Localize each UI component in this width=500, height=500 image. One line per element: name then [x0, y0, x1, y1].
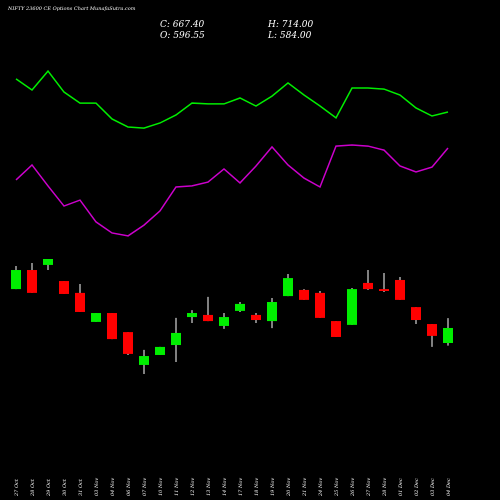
header-low: L: 584.00	[267, 31, 312, 41]
x-tick-label: 04 Dec	[446, 478, 452, 496]
x-tick-label: 06 Nov	[126, 478, 132, 496]
candle-body	[11, 270, 21, 290]
candle-body	[363, 282, 373, 290]
candle-body	[411, 307, 421, 321]
x-tick-label: 27 Nov	[366, 478, 372, 497]
candle-body	[203, 314, 213, 322]
candle-body	[107, 313, 117, 340]
candle-body	[427, 324, 437, 336]
indicator-line	[15, 69, 449, 129]
x-tick-label: 19 Nov	[270, 478, 276, 496]
candle-body	[187, 313, 197, 318]
x-tick-label: 11 Nov	[174, 478, 180, 496]
candle-body	[251, 314, 261, 321]
x-tick-label: 14 Nov	[222, 478, 228, 496]
candle-body	[443, 327, 453, 343]
x-tick-label: 03 Dec	[430, 478, 436, 496]
candle-body	[315, 292, 325, 318]
candle-body	[27, 270, 37, 293]
x-tick-label: 31 Oct	[78, 478, 84, 496]
candle-body	[171, 332, 181, 346]
candle-body	[283, 278, 293, 297]
x-tick-label: 29 Oct	[46, 478, 52, 497]
candle-body	[139, 356, 149, 365]
x-tick-label: 28 Nov	[382, 478, 388, 497]
x-tick-label: 10 Nov	[158, 478, 164, 496]
indicator-line	[15, 144, 449, 237]
candle-body	[219, 317, 229, 326]
x-tick-label: 01 Dec	[398, 478, 404, 496]
x-tick-label: 20 Nov	[286, 478, 292, 497]
candle-body	[75, 292, 85, 312]
candle-body	[395, 279, 405, 300]
candle-body	[347, 289, 357, 325]
x-tick-label: 25 Nov	[334, 478, 340, 497]
x-tick-label: 02 Dec	[414, 478, 420, 496]
header-high: H: 714.00	[267, 20, 314, 30]
candle-body	[299, 289, 309, 300]
candle-body	[331, 321, 341, 337]
header-open: O: 596.55	[160, 31, 205, 41]
candle-body	[267, 302, 277, 322]
x-tick-label: 04 Nov	[110, 478, 116, 496]
x-tick-label: 13 Nov	[206, 478, 212, 496]
x-tick-label: 21 Nov	[302, 478, 308, 497]
x-tick-label: 27 Oct	[14, 478, 20, 497]
candle-body	[235, 303, 245, 311]
x-tick-label: 03 Nov	[94, 478, 100, 496]
candle-body	[43, 259, 53, 265]
x-tick-label: 12 Nov	[190, 478, 196, 496]
header-close: C: 667.40	[160, 20, 205, 30]
candle-body	[59, 281, 69, 294]
x-tick-label: 17 Nov	[238, 478, 244, 496]
candle-body	[91, 313, 101, 322]
candle-body	[123, 332, 133, 354]
candle-body	[379, 289, 389, 291]
x-tick-label: 18 Nov	[254, 478, 260, 496]
x-tick-label: 24 Nov	[318, 478, 324, 497]
x-tick-label: 28 Oct	[30, 478, 36, 497]
x-tick-label: 30 Oct	[62, 478, 68, 496]
x-tick-label: 26 Nov	[350, 478, 356, 497]
x-tick-label: 07 Nov	[142, 478, 148, 496]
candle-body	[155, 346, 165, 355]
chart-title: NIFTY 23600 CE Options Chart MunafaSutra…	[7, 6, 136, 12]
